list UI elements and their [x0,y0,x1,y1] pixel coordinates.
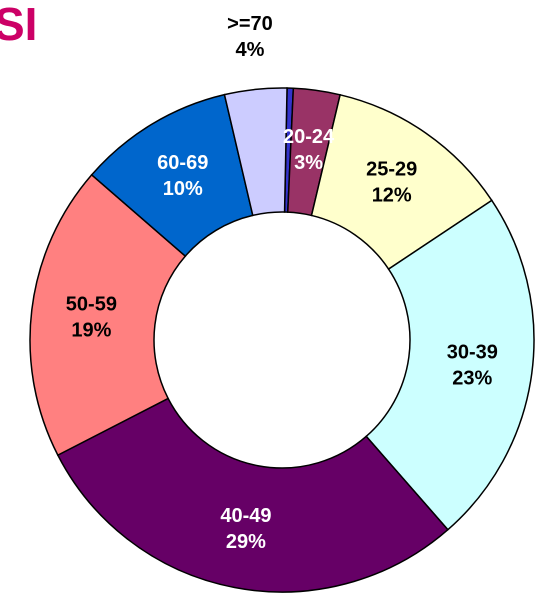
segment-label: 25-29 [366,159,417,181]
segment-value-label: 19% [71,319,111,341]
segment-value-label: 4% [236,39,265,61]
segment-value-label: 10% [163,178,203,200]
segment-label: 30-39 [447,342,498,364]
donut-segment [29,173,187,457]
segment-value-label: 12% [372,185,412,207]
segment-label: 40-49 [220,505,271,527]
donut-segment [365,199,535,531]
segment-label: >=70 [227,13,273,35]
donut-segment [56,397,449,593]
donut-segment [223,87,288,217]
chart-title: SI [0,0,37,50]
segment-value-label: 23% [452,368,492,390]
segment-label: 20-24 [283,126,335,148]
segment-label: 60-69 [157,152,208,174]
segment-value-label: 29% [226,531,266,553]
segment-value-label: 3% [294,152,323,174]
segment-label: 50-59 [66,293,117,315]
